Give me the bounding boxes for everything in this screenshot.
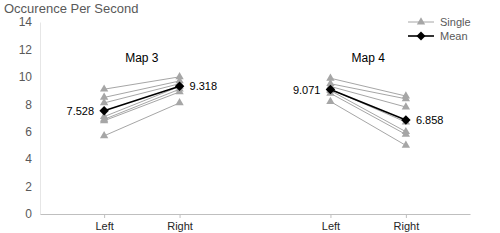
x-tick-label: Right (394, 220, 420, 232)
marker (402, 94, 410, 101)
plot-area (99, 72, 410, 148)
series-line (104, 86, 406, 122)
legend: Single Mean (408, 16, 471, 42)
y-axis: 0 2 4 6 8 10 12 14 (19, 15, 41, 221)
marker (402, 102, 410, 109)
data-label: 6.858 (416, 114, 444, 126)
x-tick: Right (394, 214, 420, 232)
data-label: 9.071 (293, 84, 321, 96)
series-line (104, 102, 406, 146)
marker (402, 141, 410, 148)
marker (99, 106, 108, 115)
x-axis: Left Right Left Right (41, 214, 471, 232)
marker (100, 98, 108, 105)
y-tick-label: 0 (25, 207, 32, 221)
x-tick-mark (406, 214, 407, 218)
y-tick-label: 10 (19, 70, 33, 84)
legend-label: Single (440, 16, 471, 28)
marker (326, 97, 334, 104)
chart: Occurence Per Second 0 2 4 6 8 10 12 14 Left Right… (0, 0, 500, 233)
x-tick: Right (167, 214, 193, 232)
legend-label: Mean (440, 30, 468, 42)
data-label: 9.318 (190, 80, 218, 92)
y-tick: 2 (25, 180, 40, 194)
series-line (104, 77, 406, 96)
y-tick: 4 (25, 152, 40, 166)
legend-marker (417, 32, 426, 41)
x-tick-label: Right (167, 220, 193, 232)
x-tick-mark (104, 214, 105, 218)
marker (100, 131, 108, 138)
marker (100, 116, 108, 123)
y-tick-label: 4 (25, 152, 32, 166)
annotation: Map 4 (351, 51, 385, 65)
y-tick-label: 2 (25, 180, 32, 194)
x-tick-mark (330, 214, 331, 218)
y-tick: 10 (19, 70, 40, 84)
x-tick-label: Left (322, 220, 340, 232)
y-axis-line (40, 23, 41, 215)
x-tick-mark (180, 214, 181, 218)
series-line (104, 92, 406, 135)
y-tick: 0 (25, 207, 40, 221)
x-tick-label: Left (95, 220, 113, 232)
y-tick: 12 (19, 43, 40, 57)
y-tick: 6 (25, 125, 40, 139)
marker (175, 81, 184, 90)
series-line (104, 86, 406, 120)
data-labels: 7.528 9.318 9.071 6.858 (67, 80, 444, 126)
title: Occurence Per Second (4, 1, 138, 16)
y-tick-label: 6 (25, 125, 32, 139)
legend-marker (417, 17, 425, 24)
marker (175, 98, 183, 105)
marker (402, 130, 410, 137)
x-tick: Left (322, 214, 340, 232)
y-tick-label: 12 (19, 43, 33, 57)
y-tick-label: 8 (25, 98, 32, 112)
y-tick-label: 14 (19, 15, 33, 29)
y-tick: 8 (25, 98, 40, 112)
x-tick: Left (95, 214, 113, 232)
y-tick: 14 (19, 15, 40, 29)
marker (100, 84, 108, 91)
data-label: 7.528 (67, 105, 95, 117)
marker (326, 85, 335, 94)
marker (401, 115, 410, 124)
annotation: Map 3 (125, 51, 159, 65)
